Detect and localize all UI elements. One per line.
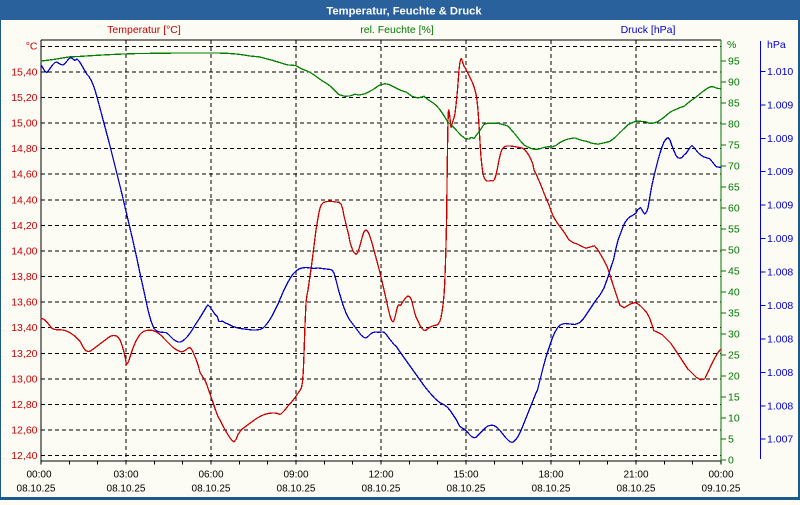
svg-text:5: 5 <box>728 434 734 446</box>
svg-text:13,60: 13,60 <box>11 297 37 309</box>
svg-text:85: 85 <box>728 98 740 110</box>
svg-text:60: 60 <box>728 203 740 215</box>
svg-text:18:00: 18:00 <box>538 470 563 481</box>
svg-text:55: 55 <box>728 224 740 236</box>
svg-text:14,00: 14,00 <box>11 245 37 257</box>
svg-text:65: 65 <box>728 182 740 194</box>
svg-text:1.008: 1.008 <box>767 300 793 312</box>
svg-text:14,20: 14,20 <box>11 220 37 232</box>
svg-text:12:00: 12:00 <box>368 470 393 481</box>
svg-text:20: 20 <box>728 371 740 383</box>
svg-text:1.010: 1.010 <box>767 66 793 78</box>
svg-text:35: 35 <box>728 308 740 320</box>
svg-text:75: 75 <box>728 140 740 152</box>
svg-text:1.009: 1.009 <box>767 133 793 145</box>
svg-text:1.007: 1.007 <box>767 434 793 446</box>
svg-text:Temperatur [°C]: Temperatur [°C] <box>107 24 181 36</box>
svg-text:30: 30 <box>728 329 740 341</box>
svg-text:25: 25 <box>728 350 740 362</box>
svg-text:13,00: 13,00 <box>11 373 37 385</box>
svg-text:Temperatur, Feuchte & Druck: Temperatur, Feuchte & Druck <box>326 6 482 18</box>
svg-text:14,40: 14,40 <box>11 194 37 206</box>
svg-text:10: 10 <box>728 413 740 425</box>
svg-text:95: 95 <box>728 56 740 68</box>
svg-text:13,20: 13,20 <box>11 348 37 360</box>
svg-text:08.10.25: 08.10.25 <box>277 484 316 495</box>
svg-text:00:00: 00:00 <box>708 470 733 481</box>
svg-text:09:00: 09:00 <box>283 470 308 481</box>
svg-text:80: 80 <box>728 119 740 131</box>
svg-text:03:00: 03:00 <box>113 470 138 481</box>
svg-text:1.008: 1.008 <box>767 333 793 345</box>
svg-text:1.009: 1.009 <box>767 99 793 111</box>
svg-text:1.008: 1.008 <box>767 400 793 412</box>
svg-text:00:00: 00:00 <box>26 470 51 481</box>
svg-text:09.10.25: 09.10.25 <box>702 484 741 495</box>
svg-text:1.009: 1.009 <box>767 166 793 178</box>
svg-text:08.10.25: 08.10.25 <box>362 484 401 495</box>
svg-text:50: 50 <box>728 245 740 257</box>
svg-text:70: 70 <box>728 161 740 173</box>
svg-text:15:00: 15:00 <box>453 470 478 481</box>
svg-text:90: 90 <box>728 77 740 89</box>
svg-text:1.008: 1.008 <box>767 267 793 279</box>
svg-text:Druck [hPa]: Druck [hPa] <box>621 24 676 36</box>
svg-text:0: 0 <box>728 455 734 467</box>
svg-text:rel. Feuchte [%]: rel. Feuchte [%] <box>360 24 434 36</box>
svg-text:°C: °C <box>26 41 38 53</box>
svg-text:hPa: hPa <box>767 39 786 51</box>
svg-text:08.10.25: 08.10.25 <box>617 484 656 495</box>
svg-text:08.10.25: 08.10.25 <box>107 484 146 495</box>
svg-text:08.10.25: 08.10.25 <box>192 484 231 495</box>
svg-text:21:00: 21:00 <box>623 470 648 481</box>
svg-text:15: 15 <box>728 392 740 404</box>
svg-text:15,00: 15,00 <box>11 118 37 130</box>
svg-text:13,80: 13,80 <box>11 271 37 283</box>
svg-text:1.009: 1.009 <box>767 233 793 245</box>
svg-text:40: 40 <box>728 287 740 299</box>
svg-text:1.008: 1.008 <box>767 367 793 379</box>
svg-text:15,40: 15,40 <box>11 66 37 78</box>
svg-text:12,40: 12,40 <box>11 450 37 462</box>
svg-text:06:00: 06:00 <box>198 470 223 481</box>
svg-text:14,80: 14,80 <box>11 143 37 155</box>
svg-text:12,80: 12,80 <box>11 399 37 411</box>
svg-text:%: % <box>727 39 736 51</box>
svg-text:14,60: 14,60 <box>11 169 37 181</box>
svg-text:13,40: 13,40 <box>11 322 37 334</box>
svg-text:1.009: 1.009 <box>767 200 793 212</box>
svg-text:08.10.25: 08.10.25 <box>447 484 486 495</box>
svg-text:08.10.25: 08.10.25 <box>532 484 571 495</box>
svg-text:15,20: 15,20 <box>11 92 37 104</box>
svg-text:08.10.25: 08.10.25 <box>17 484 56 495</box>
svg-text:12,60: 12,60 <box>11 425 37 437</box>
svg-text:45: 45 <box>728 266 740 278</box>
